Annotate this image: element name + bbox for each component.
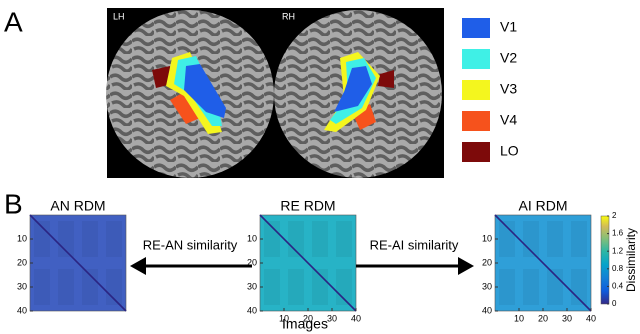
colorbar-tick-label: 0 — [612, 299, 617, 308]
x-tick-label: 40 — [586, 313, 596, 323]
legend-swatch — [462, 49, 490, 69]
right-regions — [324, 52, 394, 132]
colorbar-tick-label: 2 — [612, 211, 617, 220]
legend: V1 V2 V3 V4 LO — [462, 18, 519, 162]
y-tick-label: 20 — [482, 257, 492, 267]
matrix-texture — [58, 269, 74, 305]
matrix-texture — [82, 221, 98, 257]
y-tick-label: 20 — [17, 257, 27, 267]
x-tick-label: 10 — [279, 313, 289, 323]
legend-label: V1 — [500, 19, 517, 35]
colorbar — [600, 215, 610, 305]
y-tick-label: 30 — [247, 281, 257, 291]
matrix-texture — [34, 269, 50, 305]
legend-swatch — [462, 111, 490, 131]
matrix-texture — [106, 221, 122, 257]
x-tick-label: 30 — [562, 313, 572, 323]
matrix-texture — [571, 221, 587, 257]
colorbar-label: Dissimilarity — [624, 228, 638, 292]
legend-swatch — [462, 142, 490, 162]
matrix-texture — [499, 269, 515, 305]
arrow-label: RE-AI similarity — [370, 237, 459, 252]
y-tick-label: 10 — [17, 233, 27, 243]
arrow-label: RE-AN similarity — [143, 237, 238, 252]
y-tick-label: 30 — [482, 281, 492, 291]
y-tick-label: 20 — [247, 257, 257, 267]
arrow-head — [130, 257, 146, 275]
colorbar-tick-label: 1.2 — [612, 246, 624, 255]
hemisphere-label: LH — [113, 11, 125, 21]
matrix-texture — [264, 269, 280, 305]
colorbar-tick-label: 0.8 — [612, 264, 624, 273]
matrix-title: RE RDM — [280, 198, 335, 214]
matrix-texture — [336, 221, 352, 257]
x-tick-label: 40 — [351, 313, 361, 323]
x-axis-label: Images — [282, 316, 328, 332]
y-tick-label: 40 — [17, 305, 27, 315]
legend-label: V4 — [500, 112, 517, 128]
panel-label: B — [4, 188, 23, 219]
legend-swatch — [462, 18, 490, 38]
matrix-diagonal — [494, 214, 592, 312]
matrix-texture — [547, 221, 563, 257]
panel-label: A — [4, 6, 23, 37]
y-tick-label: 30 — [17, 281, 27, 291]
arrow-head — [458, 257, 474, 275]
colorbar-tick-label: 0.4 — [612, 282, 624, 291]
hemisphere-label: RH — [282, 11, 295, 21]
legend-label: V2 — [500, 50, 517, 66]
x-tick-label: 20 — [538, 313, 548, 323]
matrix-diagonal — [259, 214, 357, 312]
y-tick-label: 40 — [247, 305, 257, 315]
legend-label: LO — [500, 143, 519, 159]
y-tick-label: 10 — [482, 233, 492, 243]
matrix-title: AN RDM — [50, 198, 105, 214]
matrix-texture — [523, 269, 539, 305]
left-regions — [152, 52, 226, 134]
colorbar-tick-label: 1.6 — [612, 229, 624, 238]
matrix-title: AI RDM — [519, 198, 568, 214]
matrix-texture — [288, 269, 304, 305]
y-tick-label: 10 — [247, 233, 257, 243]
y-tick-label: 40 — [482, 305, 492, 315]
x-tick-label: 10 — [514, 313, 524, 323]
x-tick-label: 20 — [303, 313, 313, 323]
x-tick-label: 30 — [327, 313, 337, 323]
legend-swatch — [462, 80, 490, 100]
matrix-diagonal — [29, 214, 127, 312]
matrix-texture — [312, 221, 328, 257]
legend-label: V3 — [500, 81, 517, 97]
